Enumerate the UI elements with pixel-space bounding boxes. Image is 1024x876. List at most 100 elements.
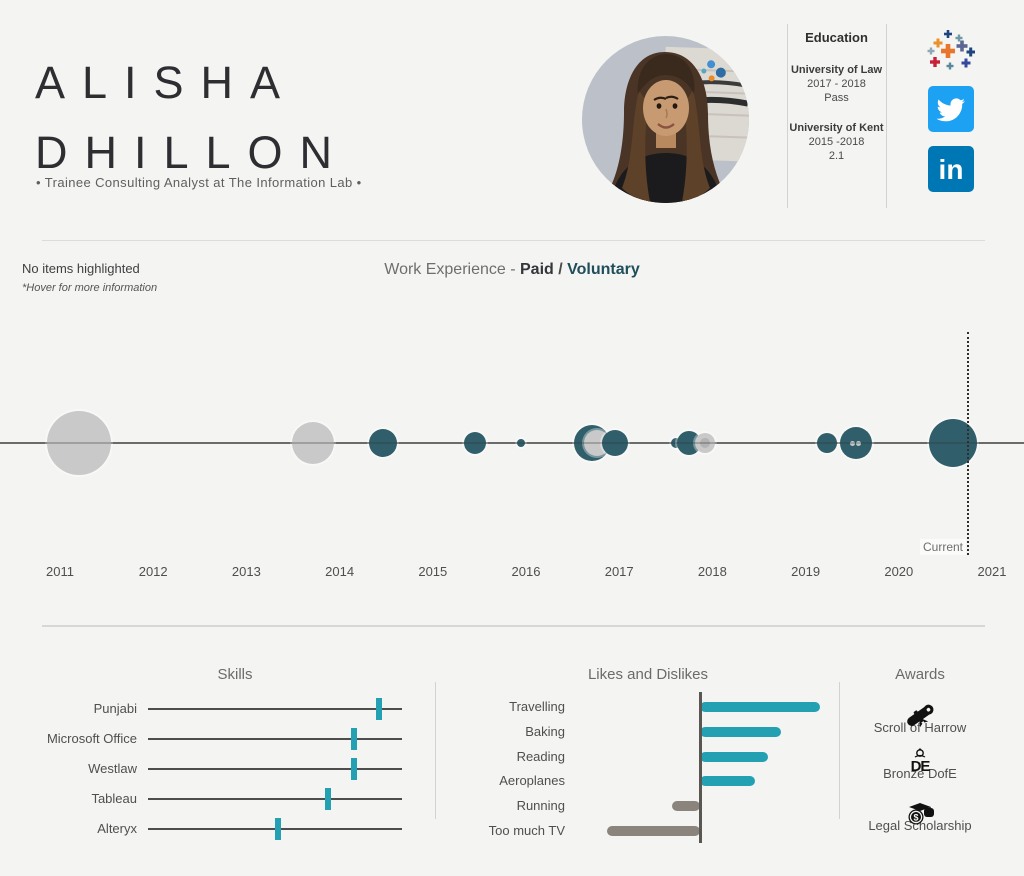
divider bbox=[435, 682, 436, 819]
timeline-mark-voluntary[interactable] bbox=[839, 427, 872, 459]
current-marker-line bbox=[967, 332, 969, 555]
inner-dot bbox=[850, 440, 856, 446]
work-experience-title: Work Experience - Paid / Voluntary bbox=[0, 261, 1024, 279]
title-separator: / bbox=[553, 261, 568, 278]
skill-level-mark[interactable] bbox=[350, 728, 357, 750]
tableau-logo-icon[interactable] bbox=[927, 28, 975, 72]
timeline-mark-paid[interactable] bbox=[694, 433, 715, 453]
current-label: Current bbox=[919, 539, 966, 555]
year-tick-2015: 2015 bbox=[418, 564, 448, 579]
scholarship-icon: $ bbox=[905, 800, 935, 826]
social-links: in bbox=[922, 28, 980, 206]
hover-hint: *Hover for more information bbox=[22, 282, 158, 294]
dofe-icon: DE bbox=[911, 748, 930, 774]
skill-label: Tableau bbox=[91, 791, 137, 806]
year-tick-2014: 2014 bbox=[325, 564, 355, 579]
timeline-axis-overlay bbox=[0, 442, 1024, 444]
timeline-mark-voluntary[interactable] bbox=[671, 438, 682, 448]
divider bbox=[42, 240, 985, 241]
award-item: Scroll of Harrow bbox=[820, 702, 1020, 735]
like-bar[interactable] bbox=[700, 776, 755, 786]
name-last: DHILLON bbox=[35, 127, 350, 178]
skill-label: Punjabi bbox=[93, 701, 137, 716]
skill-level-mark[interactable] bbox=[325, 788, 332, 810]
linkedin-icon[interactable]: in bbox=[928, 146, 974, 192]
name-first: ALISHA bbox=[35, 57, 298, 108]
scroll-icon bbox=[903, 702, 937, 728]
skill-scale-line bbox=[148, 738, 402, 740]
timeline-mark-voluntary[interactable] bbox=[369, 429, 398, 457]
education-title: Education bbox=[805, 30, 868, 45]
education-entry: University of Law 2017 - 2018 Pass bbox=[789, 63, 884, 105]
school-result: Pass bbox=[824, 92, 849, 104]
skill-scale-line bbox=[148, 798, 402, 800]
like-label: Running bbox=[516, 798, 565, 813]
skill-scale-line bbox=[148, 708, 402, 710]
like-label: Baking bbox=[525, 724, 565, 739]
award-label: Scroll of Harrow bbox=[873, 720, 967, 735]
skill-label: Microsoft Office bbox=[46, 731, 137, 746]
year-tick-2013: 2013 bbox=[231, 564, 261, 579]
school-years: 2015 -2018 bbox=[808, 136, 865, 148]
divider bbox=[886, 24, 887, 208]
like-label: Aeroplanes bbox=[499, 773, 565, 788]
awards-title: Awards bbox=[895, 666, 945, 683]
title-voluntary: Voluntary bbox=[567, 261, 640, 278]
year-tick-2018: 2018 bbox=[697, 564, 727, 579]
dofe-glyph: DE bbox=[910, 758, 931, 775]
year-tick-2011: 2011 bbox=[46, 564, 74, 579]
linkedin-glyph: in bbox=[939, 154, 964, 185]
timeline-mark-voluntary[interactable] bbox=[517, 439, 526, 447]
like-bar[interactable] bbox=[700, 702, 820, 712]
education-section: Education University of Law 2017 - 2018 … bbox=[789, 30, 884, 179]
year-tick-2021: 2021 bbox=[977, 564, 1007, 579]
award-label: Bronze DofE bbox=[883, 766, 957, 781]
like-bar[interactable] bbox=[700, 727, 781, 737]
award-label: Legal Scholarship bbox=[868, 818, 972, 833]
award-item: $ Legal Scholarship bbox=[820, 800, 1020, 833]
inner-dot bbox=[855, 440, 861, 446]
education-entry: University of Kent 2015 -2018 2.1 bbox=[789, 121, 884, 163]
skill-scale-line bbox=[148, 768, 402, 770]
year-tick-2012: 2012 bbox=[138, 564, 168, 579]
twitter-icon[interactable] bbox=[928, 86, 974, 132]
dollar-glyph: $ bbox=[913, 812, 918, 822]
divider bbox=[839, 682, 840, 819]
title-paid: Paid bbox=[520, 261, 554, 278]
timeline-mark-voluntary[interactable] bbox=[601, 430, 628, 456]
like-bar[interactable] bbox=[700, 752, 768, 762]
profile-photo bbox=[582, 36, 749, 203]
divider bbox=[42, 625, 985, 627]
likes-axis bbox=[699, 692, 702, 843]
skill-label: Westlaw bbox=[88, 761, 137, 776]
timeline-mark-voluntary[interactable] bbox=[463, 432, 486, 454]
dislike-bar[interactable] bbox=[672, 801, 700, 811]
highlight-status[interactable]: No items highlighted bbox=[22, 261, 140, 276]
year-tick-2017: 2017 bbox=[604, 564, 634, 579]
year-tick-2020: 2020 bbox=[884, 564, 914, 579]
like-label: Travelling bbox=[509, 699, 565, 714]
school-years: 2017 - 2018 bbox=[807, 78, 866, 90]
page-title: ALISHA DHILLON bbox=[35, 48, 349, 188]
inner-dot bbox=[699, 438, 710, 448]
timeline-mark-paid[interactable] bbox=[46, 411, 111, 475]
title-prefix: Work Experience - bbox=[384, 261, 520, 278]
timeline-mark-voluntary[interactable] bbox=[817, 433, 838, 453]
school-result: 2.1 bbox=[828, 150, 845, 162]
like-label: Too much TV bbox=[488, 823, 565, 838]
dislike-bar[interactable] bbox=[607, 826, 700, 836]
skill-level-mark[interactable] bbox=[376, 698, 383, 720]
like-label: Reading bbox=[516, 749, 565, 764]
year-tick-2016: 2016 bbox=[511, 564, 541, 579]
skills-title: Skills bbox=[217, 666, 253, 683]
skill-level-mark[interactable] bbox=[350, 758, 357, 780]
likes-title: Likes and Dislikes bbox=[587, 666, 709, 683]
skill-level-mark[interactable] bbox=[274, 818, 281, 840]
divider bbox=[787, 24, 788, 208]
avatar bbox=[582, 36, 749, 203]
timeline-mark-paid[interactable] bbox=[291, 422, 334, 464]
school-name: University of Kent bbox=[789, 122, 884, 134]
award-item: DE Bronze DofE bbox=[820, 748, 1020, 781]
timeline-axis bbox=[0, 442, 1024, 444]
